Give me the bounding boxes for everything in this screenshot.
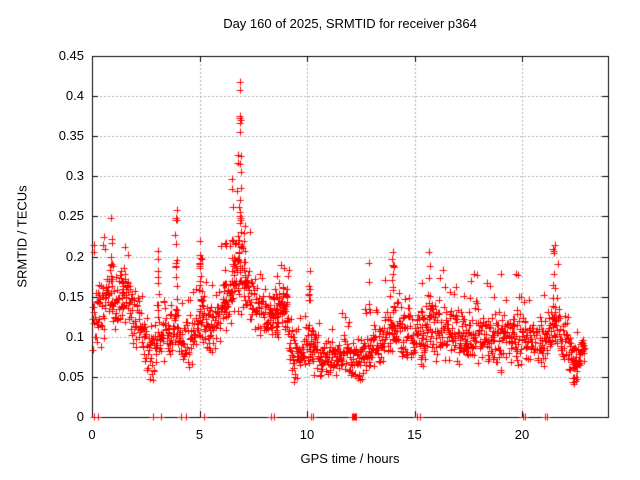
y-tick-label: 0.25 [58,208,84,224]
y-tick-label: 0.05 [58,368,84,384]
x-tick-label: 20 [514,427,530,442]
x-tick-label: 15 [407,427,422,442]
y-tick-label: 0.1 [65,328,84,344]
y-tick-label: 0.45 [58,48,84,63]
x-tick-label: 5 [195,427,204,442]
y-tick-label: 0.4 [65,88,84,104]
y-tick-label: 0.15 [58,288,84,304]
x-axis-title: GPS time / hours [300,451,400,466]
y-tick-label: 0 [76,409,84,424]
x-tick-label: 10 [299,427,315,442]
y-tick-label: 0.3 [65,168,84,184]
x-tick-label: 0 [88,427,96,442]
y-tick-label: 0.35 [58,128,84,144]
y-tick-label: 0.2 [65,248,84,264]
